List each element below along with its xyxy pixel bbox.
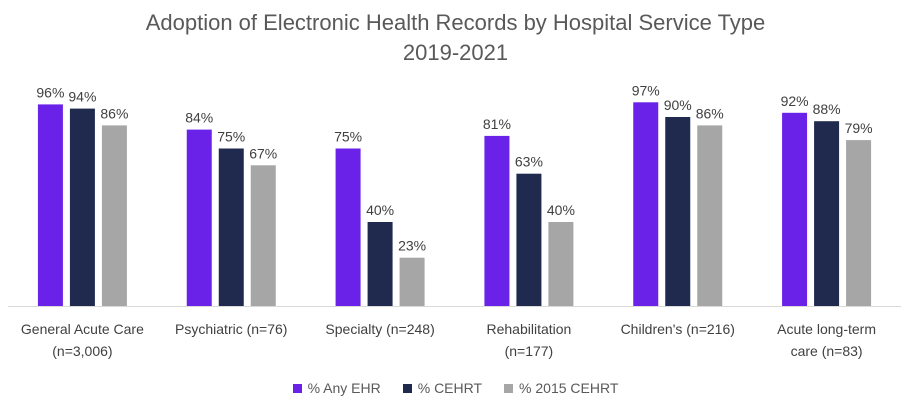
- data-label-cehrt-5: 88%: [813, 101, 841, 117]
- bar-cehrt-5: [814, 121, 840, 306]
- bar-cehrt-3: [516, 173, 542, 306]
- bar-any-ehr-5: [782, 112, 808, 306]
- category-label-0: General Acute Care (n=3,006): [21, 321, 144, 359]
- data-label-any-ehr-0: 96%: [36, 84, 64, 100]
- bar-cehrt-4: [665, 117, 691, 306]
- category-label-1: Psychiatric (n=76): [175, 321, 287, 337]
- data-label-cehrt-1: 75%: [217, 129, 245, 145]
- chart-title-line1: Adoption of Electronic Health Records by…: [145, 10, 766, 35]
- data-label-2015-cehrt-5: 79%: [845, 120, 873, 136]
- legend-swatch-2015-cehrt: [504, 383, 514, 393]
- bar-2015-cehrt-0: [101, 125, 127, 307]
- data-label-2015-cehrt-0: 86%: [100, 105, 128, 121]
- bar-any-ehr-4: [633, 102, 659, 306]
- data-label-2015-cehrt-1: 67%: [249, 145, 277, 161]
- data-label-any-ehr-5: 92%: [781, 93, 809, 109]
- data-label-any-ehr-4: 97%: [632, 82, 660, 98]
- legend-label-any-ehr: % Any EHR: [307, 380, 381, 396]
- bar-any-ehr-0: [37, 104, 63, 307]
- bar-any-ehr-3: [484, 135, 510, 306]
- legend-swatch-any-ehr: [292, 383, 302, 393]
- legend-label-cehrt: % CEHRT: [417, 380, 483, 396]
- bar-any-ehr-2: [335, 148, 361, 306]
- data-label-any-ehr-1: 84%: [185, 110, 213, 126]
- chart-title-line2: 2019-2021: [402, 40, 509, 65]
- legend-swatch-cehrt: [402, 383, 412, 393]
- data-label-cehrt-2: 40%: [366, 202, 394, 218]
- data-label-cehrt-4: 90%: [664, 97, 692, 113]
- data-label-any-ehr-2: 75%: [334, 129, 362, 145]
- chart-legend: % Any EHR % CEHRT % 2015 CEHRT: [0, 380, 911, 396]
- category-label-5: Acute long-term care (n=83): [777, 321, 876, 359]
- chart-title: Adoption of Electronic Health Records by…: [0, 8, 911, 68]
- category-label-4: Children's (n=216): [621, 321, 735, 337]
- bar-2015-cehrt-5: [846, 140, 872, 306]
- category-label-2: Specialty (n=248): [325, 321, 434, 337]
- data-label-cehrt-3: 63%: [515, 154, 543, 170]
- legend-item-cehrt: % CEHRT: [402, 380, 483, 396]
- category-label-3: Rehabilitation (n=177): [486, 321, 571, 359]
- bar-2015-cehrt-1: [250, 165, 276, 306]
- data-label-cehrt-0: 94%: [68, 89, 96, 105]
- bar-cehrt-1: [218, 148, 244, 306]
- data-label-2015-cehrt-2: 23%: [398, 238, 426, 254]
- data-label-2015-cehrt-4: 86%: [696, 105, 724, 121]
- data-label-2015-cehrt-3: 40%: [547, 202, 575, 218]
- bar-2015-cehrt-4: [697, 125, 723, 307]
- legend-item-any-ehr: % Any EHR: [292, 380, 381, 396]
- bar-cehrt-0: [69, 108, 95, 306]
- legend-item-2015-cehrt: % 2015 CEHRT: [504, 380, 618, 396]
- bar-2015-cehrt-2: [399, 257, 425, 306]
- data-label-any-ehr-3: 81%: [483, 116, 511, 132]
- bar-any-ehr-1: [186, 129, 212, 306]
- bar-cehrt-2: [367, 222, 393, 306]
- bar-2015-cehrt-3: [548, 222, 574, 306]
- legend-label-2015-cehrt: % 2015 CEHRT: [519, 380, 619, 396]
